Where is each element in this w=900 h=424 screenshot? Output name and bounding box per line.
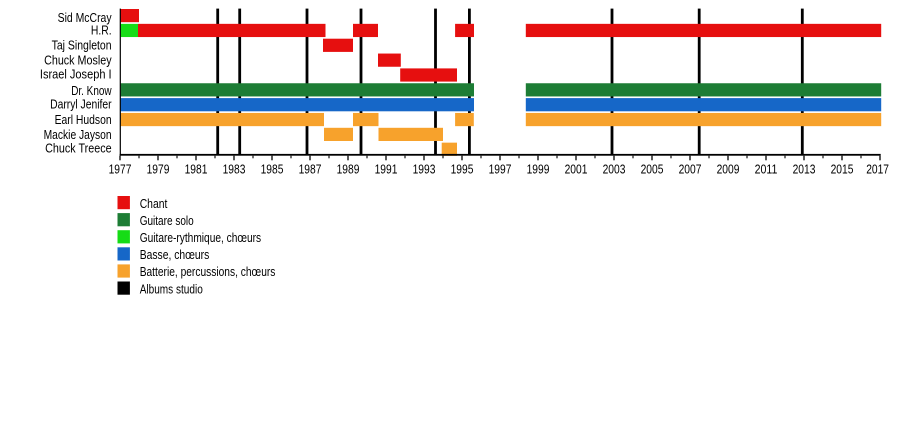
svg-text:Israel Joseph I: Israel Joseph I	[40, 67, 112, 82]
svg-text:1983: 1983	[223, 161, 246, 176]
svg-text:Basse, chœurs: Basse, chœurs	[140, 247, 210, 262]
svg-text:Earl Hudson: Earl Hudson	[55, 112, 112, 127]
svg-text:1981: 1981	[185, 161, 208, 176]
svg-text:Guitare-rythmique, chœurs: Guitare-rythmique, chœurs	[140, 230, 262, 245]
svg-text:2013: 2013	[793, 161, 816, 176]
svg-text:2009: 2009	[717, 161, 740, 176]
svg-text:1987: 1987	[299, 161, 322, 176]
svg-text:Batterie, percussions, chœurs: Batterie, percussions, chœurs	[140, 264, 276, 279]
svg-text:1989: 1989	[337, 161, 360, 176]
svg-text:2001: 2001	[565, 161, 588, 176]
svg-text:1997: 1997	[489, 161, 512, 176]
svg-text:1979: 1979	[147, 161, 170, 176]
svg-text:Taj Singleton: Taj Singleton	[52, 38, 112, 53]
svg-text:1991: 1991	[375, 161, 398, 176]
svg-text:Chuck Treece: Chuck Treece	[45, 140, 112, 155]
svg-text:Chant: Chant	[140, 196, 168, 211]
svg-text:Guitare solo: Guitare solo	[140, 213, 194, 228]
svg-text:Darryl Jenifer: Darryl Jenifer	[50, 96, 112, 111]
svg-text:1985: 1985	[261, 161, 284, 176]
svg-text:2011: 2011	[755, 161, 778, 176]
svg-text:1993: 1993	[413, 161, 436, 176]
svg-text:Chuck Mosley: Chuck Mosley	[44, 52, 112, 67]
svg-text:1977: 1977	[109, 161, 132, 176]
svg-text:Mackie Jayson: Mackie Jayson	[44, 127, 112, 142]
svg-text:Sid McCray: Sid McCray	[58, 10, 112, 25]
svg-text:2017: 2017	[866, 161, 889, 176]
svg-text:H.R.: H.R.	[91, 22, 112, 37]
svg-text:Dr. Know: Dr. Know	[71, 83, 112, 98]
svg-text:2007: 2007	[679, 161, 702, 176]
svg-text:2015: 2015	[831, 161, 854, 176]
svg-text:Albums studio: Albums studio	[140, 281, 203, 296]
svg-text:2005: 2005	[641, 161, 664, 176]
svg-text:1999: 1999	[527, 161, 550, 176]
svg-text:1995: 1995	[451, 161, 474, 176]
svg-text:2003: 2003	[603, 161, 626, 176]
